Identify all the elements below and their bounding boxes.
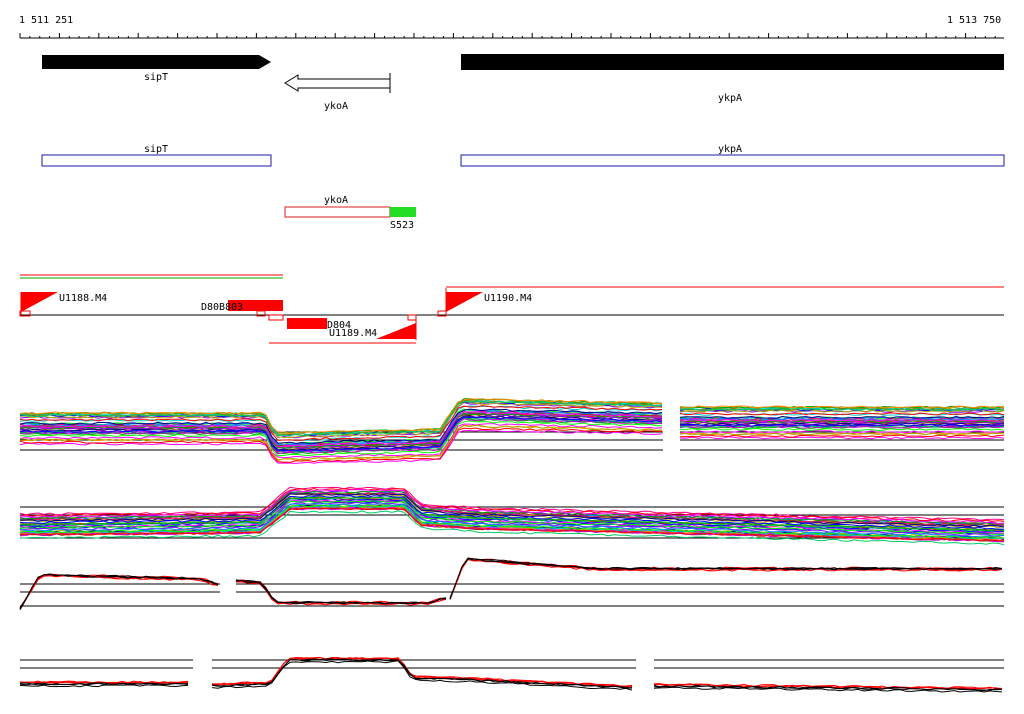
element-S523[interactable]: S523 bbox=[390, 207, 416, 231]
gene-ykoA[interactable]: ykoA bbox=[284, 73, 391, 112]
cds-ykoA[interactable]: ykoA bbox=[284, 195, 391, 218]
transcript-D80B803[interactable]: D80B803 bbox=[201, 300, 283, 317]
transcript-label-U1190: U1190.M4 bbox=[484, 293, 532, 304]
start-coordinate: 1 511 251 bbox=[19, 15, 73, 26]
transcript-label-U1189: U1189.M4 bbox=[329, 328, 377, 339]
transcript-D804[interactable]: D804 bbox=[268, 314, 351, 331]
transcript-label-D80B803: D80B803 bbox=[201, 302, 243, 313]
transcript-U1190[interactable]: U1190.M4 bbox=[437, 288, 532, 317]
gene-label-ykoA: ykoA bbox=[324, 101, 348, 112]
transcript-U1189[interactable]: U1189.M4 bbox=[329, 314, 417, 340]
transcript-track: U1188.M4 D80B803 D804 U1189.M4 U1190.M4 bbox=[19, 274, 1004, 344]
expression-panel-2 bbox=[19, 486, 1005, 546]
ruler-ticks bbox=[19, 33, 996, 38]
element-label: S523 bbox=[390, 220, 414, 231]
cds-label-sipT: sipT bbox=[144, 144, 168, 155]
transcript-label-D804: D804 bbox=[327, 320, 351, 331]
coordinate-ruler: 1 511 251 1 513 750 bbox=[19, 15, 1004, 39]
expression-panel-1 bbox=[19, 398, 1005, 464]
expression-panel-3 bbox=[19, 557, 1004, 611]
gene-ykpA[interactable]: ykpA bbox=[461, 54, 1004, 104]
gene-label-sipT: sipT bbox=[144, 72, 168, 83]
transcript-U1188[interactable]: U1188.M4 bbox=[19, 292, 107, 317]
end-coordinate: 1 513 750 bbox=[947, 15, 1001, 26]
expression-panel-4 bbox=[19, 656, 1004, 693]
cds-plus-track: sipT ykpA bbox=[41, 144, 1005, 167]
cds-label-ykpA: ykpA bbox=[718, 144, 742, 155]
cds-label-ykoA: ykoA bbox=[324, 195, 348, 206]
gene-track: sipT ykoA ykpA bbox=[42, 54, 1004, 112]
gene-label-ykpA: ykpA bbox=[718, 93, 742, 104]
transcript-label-U1188: U1188.M4 bbox=[59, 293, 107, 304]
cds-minus-track: ykoA S523 bbox=[284, 195, 416, 231]
cds-ykpA[interactable]: ykpA bbox=[460, 144, 1005, 167]
cds-sipT[interactable]: sipT bbox=[41, 144, 272, 167]
gene-sipT[interactable]: sipT bbox=[42, 55, 271, 83]
